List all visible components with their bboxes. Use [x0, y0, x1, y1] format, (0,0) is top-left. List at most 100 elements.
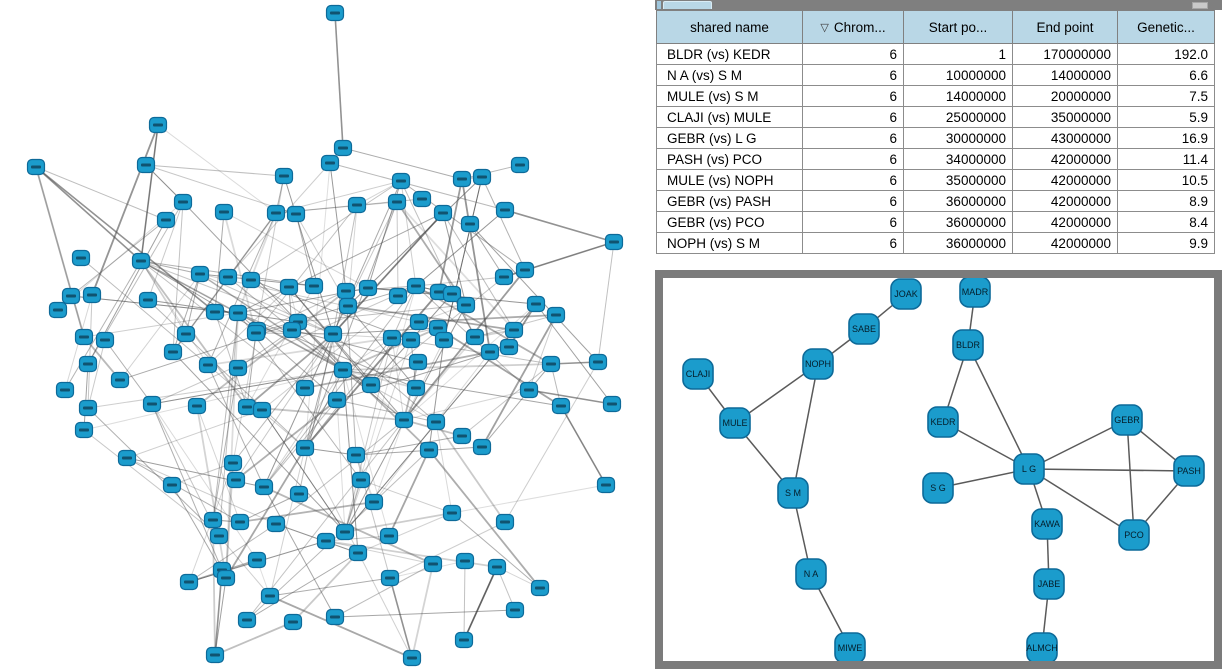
network-node[interactable]: [74, 421, 94, 439]
network-node[interactable]: [187, 397, 207, 415]
network-node[interactable]: [304, 277, 324, 295]
network-node[interactable]: [266, 204, 286, 222]
table-row[interactable]: CLAJI (vs) MULE 6 25000000 35000000 5.9: [656, 106, 1215, 128]
network-node[interactable]: [78, 355, 98, 373]
network-node[interactable]: [316, 532, 336, 550]
network-node[interactable]: [472, 168, 492, 186]
network-node[interactable]: [148, 116, 168, 134]
network-node[interactable]: [203, 511, 223, 529]
network-node[interactable]: [426, 413, 446, 431]
network-node[interactable]: [142, 395, 162, 413]
network-node[interactable]: [74, 328, 94, 346]
network-node[interactable]: [55, 381, 75, 399]
network-node-kedr[interactable]: KEDR: [927, 406, 959, 438]
network-node[interactable]: [241, 271, 261, 289]
network-node-n-a[interactable]: N A: [795, 558, 827, 590]
table-row[interactable]: MULE (vs) S M 6 14000000 20000000 7.5: [656, 85, 1215, 107]
network-node[interactable]: [596, 476, 616, 494]
network-node[interactable]: [388, 287, 408, 305]
network-node[interactable]: [246, 324, 266, 342]
network-node-jabe[interactable]: JABE: [1033, 568, 1065, 600]
network-node[interactable]: [588, 353, 608, 371]
network-node[interactable]: [434, 331, 454, 349]
network-node[interactable]: [526, 295, 546, 313]
network-node[interactable]: [78, 399, 98, 417]
network-node[interactable]: [401, 331, 421, 349]
network-node[interactable]: [394, 411, 414, 429]
network-node[interactable]: [26, 158, 46, 176]
network-node[interactable]: [323, 325, 343, 343]
network-node-madr[interactable]: MADR: [959, 278, 991, 308]
network-node[interactable]: [530, 579, 550, 597]
table-row[interactable]: GEBR (vs) PCO 6 36000000 42000000 8.4: [656, 211, 1215, 233]
network-node[interactable]: [136, 156, 156, 174]
network-node[interactable]: [412, 190, 432, 208]
network-node-miwe[interactable]: MIWE: [834, 632, 866, 661]
network-node-almch[interactable]: ALMCH: [1026, 632, 1058, 661]
network-node[interactable]: [156, 211, 176, 229]
network-node[interactable]: [387, 193, 407, 211]
table-row[interactable]: NOPH (vs) S M 6 36000000 42000000 9.9: [656, 232, 1215, 254]
network-node[interactable]: [260, 587, 280, 605]
network-node[interactable]: [282, 321, 302, 339]
network-node[interactable]: [515, 261, 535, 279]
network-node[interactable]: [163, 343, 183, 361]
network-node[interactable]: [333, 361, 353, 379]
network-node[interactable]: [546, 306, 566, 324]
network-node[interactable]: [289, 485, 309, 503]
network-node[interactable]: [406, 277, 426, 295]
network-node[interactable]: [216, 569, 236, 587]
network-node[interactable]: [254, 478, 274, 496]
network-node[interactable]: [61, 287, 81, 305]
network-node[interactable]: [419, 441, 439, 459]
network-node[interactable]: [495, 201, 515, 219]
network-node[interactable]: [205, 646, 225, 664]
network-node[interactable]: [442, 504, 462, 522]
network-node[interactable]: [541, 355, 561, 373]
network-node-bldr[interactable]: BLDR: [952, 329, 984, 361]
network-node-s-m[interactable]: S M: [777, 477, 809, 509]
column-header-end-point[interactable]: End point: [1012, 10, 1118, 44]
table-row[interactable]: GEBR (vs) PASH 6 36000000 42000000 8.9: [656, 190, 1215, 212]
network-node[interactable]: [346, 446, 366, 464]
network-node[interactable]: [519, 381, 539, 399]
network-node[interactable]: [379, 527, 399, 545]
network-node-s-g[interactable]: S G: [922, 472, 954, 504]
network-node[interactable]: [176, 325, 196, 343]
network-node[interactable]: [237, 398, 257, 416]
network-node[interactable]: [252, 401, 272, 419]
network-node-mule[interactable]: MULE: [719, 407, 751, 439]
network-node[interactable]: [223, 454, 243, 472]
column-header-genetic[interactable]: Genetic...: [1117, 10, 1215, 44]
network-node[interactable]: [338, 297, 358, 315]
network-node[interactable]: [504, 321, 524, 339]
network-node[interactable]: [494, 268, 514, 286]
network-node[interactable]: [351, 471, 371, 489]
column-header-shared-name[interactable]: shared name: [656, 10, 803, 44]
network-node[interactable]: [465, 328, 485, 346]
network-node[interactable]: [138, 291, 158, 309]
network-node-l-g[interactable]: L G: [1013, 453, 1045, 485]
column-header-start-po[interactable]: Start po...: [903, 10, 1013, 44]
network-node[interactable]: [198, 356, 218, 374]
network-node[interactable]: [456, 296, 476, 314]
network-node[interactable]: [279, 278, 299, 296]
network-node[interactable]: [452, 427, 472, 445]
network-node[interactable]: [604, 233, 624, 251]
network-node[interactable]: [499, 338, 519, 356]
network-node[interactable]: [218, 268, 238, 286]
network-node-sabe[interactable]: SABE: [848, 313, 880, 345]
network-node[interactable]: [48, 301, 68, 319]
network-node-kawa[interactable]: KAWA: [1031, 508, 1063, 540]
network-node-pco[interactable]: PCO: [1118, 519, 1150, 551]
network-node[interactable]: [266, 515, 286, 533]
network-node-gebr[interactable]: GEBR: [1111, 404, 1143, 436]
network-node[interactable]: [495, 513, 515, 531]
network-node[interactable]: [442, 285, 462, 303]
network-node[interactable]: [226, 471, 246, 489]
network-node[interactable]: [452, 170, 472, 188]
network-node[interactable]: [454, 631, 474, 649]
network-node[interactable]: [391, 172, 411, 190]
table-row[interactable]: BLDR (vs) KEDR 6 1 170000000 192.0: [656, 43, 1215, 65]
network-node[interactable]: [348, 544, 368, 562]
